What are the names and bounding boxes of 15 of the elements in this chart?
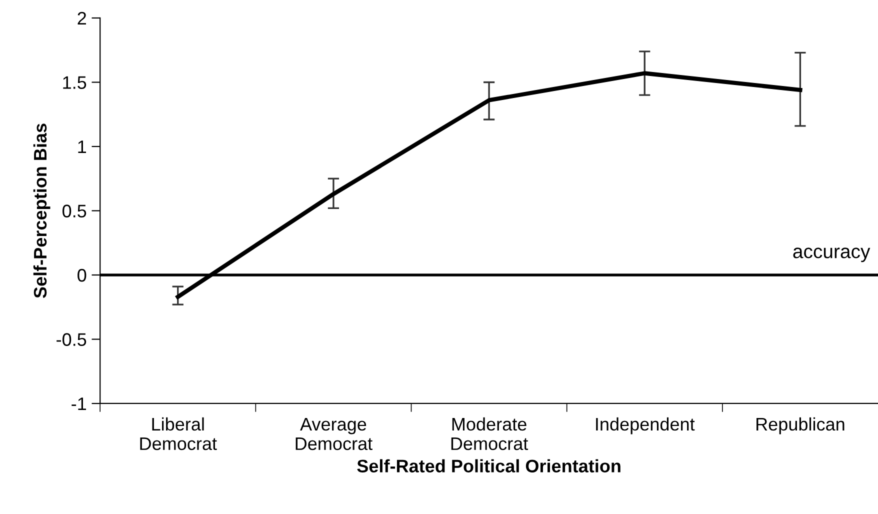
x-axis-title: Self-Rated Political Orientation: [357, 459, 620, 472]
x-tick-label: Independent: [596, 417, 695, 434]
y-tick-label: 0.5: [62, 204, 86, 218]
y-axis-title: Self-Perception Bias: [33, 124, 50, 298]
x-tick-label: Moderate Democrat: [451, 417, 528, 450]
x-tick-label: Average Democrat: [296, 418, 372, 450]
y-tick-label: 2: [78, 12, 86, 25]
y-tick-label: 0: [78, 268, 86, 282]
y-tick-label: 1.5: [63, 76, 86, 89]
x-tick-label: Republican: [756, 417, 844, 434]
x-tick-label: Liberal Democrat: [140, 417, 217, 450]
ref-line-label: accuracy: [793, 248, 870, 262]
y-tick-label: 1: [78, 140, 86, 154]
y-tick-label: -1: [72, 398, 86, 410]
y-tick-label: -0.5: [56, 333, 86, 346]
